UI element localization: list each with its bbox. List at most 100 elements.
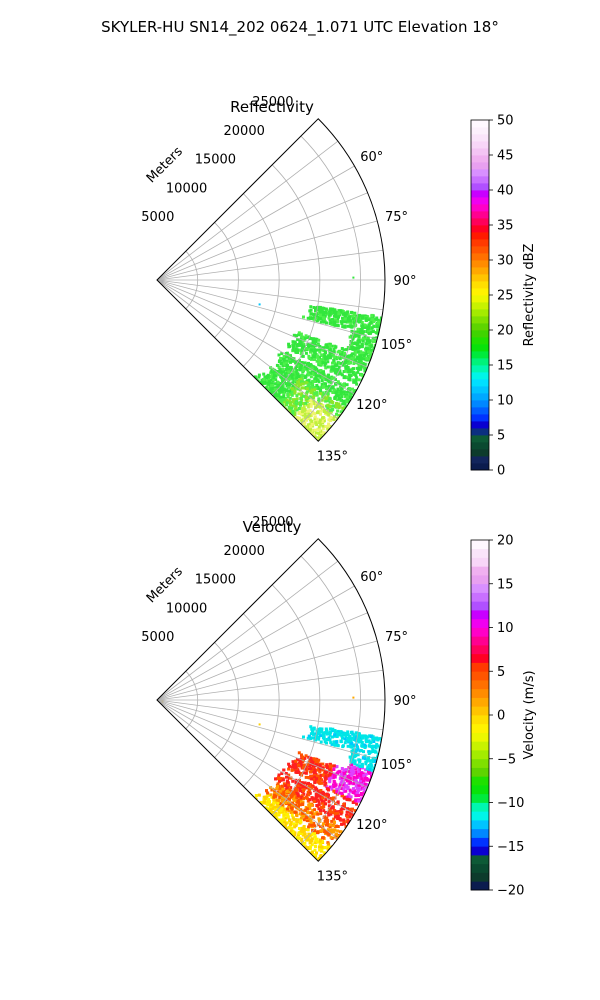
echo-cell xyxy=(294,428,298,432)
echo-cell xyxy=(310,862,313,865)
echo-cell xyxy=(328,344,331,348)
echo-cell xyxy=(318,842,322,846)
echo-cell xyxy=(343,737,347,741)
echo-cell xyxy=(364,352,368,356)
echo-cell xyxy=(266,395,270,399)
colorbar-segment xyxy=(471,442,489,450)
echo-cell xyxy=(300,364,304,368)
echo-cell xyxy=(279,374,283,378)
echo-cell xyxy=(330,797,334,800)
echo-cell xyxy=(306,790,310,794)
echo-cell xyxy=(303,361,307,365)
echo-cell xyxy=(283,372,287,376)
echo-cell xyxy=(348,735,352,739)
echo-cell xyxy=(266,379,270,383)
echo-cell xyxy=(292,370,296,374)
echo-cell xyxy=(290,390,294,394)
colorbar-segment xyxy=(471,723,489,733)
echo-cell xyxy=(294,844,298,848)
echo-cell xyxy=(315,775,319,779)
echo-cell xyxy=(287,342,291,346)
echo-cell xyxy=(299,403,302,407)
echo-cell xyxy=(292,822,295,826)
echo-cell xyxy=(269,816,273,819)
echo-cell xyxy=(349,361,352,364)
echo-cell xyxy=(309,725,313,729)
echo-cell xyxy=(343,741,347,745)
echo-cell xyxy=(328,780,332,784)
echo-cell xyxy=(288,793,292,797)
echo-cell xyxy=(316,812,320,816)
echo-cell xyxy=(351,346,355,349)
echo-isolated-cell xyxy=(352,276,355,279)
colorbar-segment xyxy=(471,802,489,812)
echo-cell xyxy=(312,859,315,862)
echo-cell xyxy=(327,774,331,778)
echo-cell xyxy=(287,370,291,374)
echo-cell xyxy=(272,796,276,800)
echo-cell xyxy=(305,862,308,865)
echo-cell xyxy=(332,389,336,393)
echo-cell xyxy=(326,376,330,380)
echo-cell xyxy=(359,793,363,797)
echo-cell xyxy=(304,861,308,862)
echo-cell xyxy=(267,802,270,806)
echo-cell xyxy=(368,341,372,344)
echo-cell xyxy=(333,370,337,374)
echo-cell xyxy=(321,762,325,766)
range-tick-label: 5000 xyxy=(141,630,174,645)
echo-cell xyxy=(350,745,354,749)
echo-cell xyxy=(346,361,350,365)
echo-cell xyxy=(264,806,268,810)
colorbar-segment xyxy=(471,653,489,663)
echo-cell xyxy=(259,387,263,391)
echo-cell xyxy=(325,821,329,825)
echo-cell xyxy=(307,819,311,823)
echo-cell xyxy=(343,384,346,388)
echo-cell xyxy=(310,833,314,837)
echo-cell xyxy=(288,344,291,348)
echo-cell xyxy=(353,311,357,315)
echo-cell xyxy=(334,318,337,322)
echo-cell xyxy=(328,384,331,388)
echo-cell xyxy=(270,402,274,406)
echo-cell xyxy=(361,744,365,748)
echo-cell xyxy=(288,819,292,823)
echo-cell xyxy=(290,807,294,810)
colorbar-tick-label: 15 xyxy=(497,359,514,374)
echo-cell xyxy=(295,814,299,818)
echo-cell xyxy=(335,393,339,397)
echo-cell xyxy=(335,824,338,828)
echo-cell xyxy=(349,781,352,784)
echo-cell xyxy=(291,839,295,843)
echo-cell xyxy=(321,348,325,352)
echo-cell xyxy=(367,324,371,328)
echo-cell xyxy=(334,363,338,367)
echo-cell xyxy=(308,344,312,348)
echo-cell xyxy=(316,780,320,784)
echo-cell xyxy=(289,366,293,370)
echo-cell xyxy=(323,409,326,413)
echo-cell xyxy=(311,379,315,383)
echo-cell xyxy=(295,368,299,372)
echo-cell xyxy=(352,380,356,384)
echo-cell xyxy=(302,771,306,775)
echo-cell xyxy=(270,401,274,405)
echo-cell xyxy=(347,793,351,797)
echo-cell xyxy=(291,428,295,432)
echo-cell xyxy=(348,807,352,811)
echo-cell xyxy=(360,764,364,768)
echo-cell xyxy=(354,780,358,784)
echo-cell xyxy=(269,388,273,392)
echo-cell xyxy=(336,315,340,319)
echo-cell xyxy=(309,845,313,849)
echo-cell xyxy=(294,848,298,852)
echo-cell xyxy=(354,753,358,757)
echo-cell xyxy=(270,816,273,820)
echo-cell xyxy=(330,787,334,791)
echo-cell xyxy=(307,412,311,416)
echo-cell xyxy=(351,314,354,318)
echo-cell xyxy=(304,771,308,775)
echo-cell xyxy=(281,836,285,840)
